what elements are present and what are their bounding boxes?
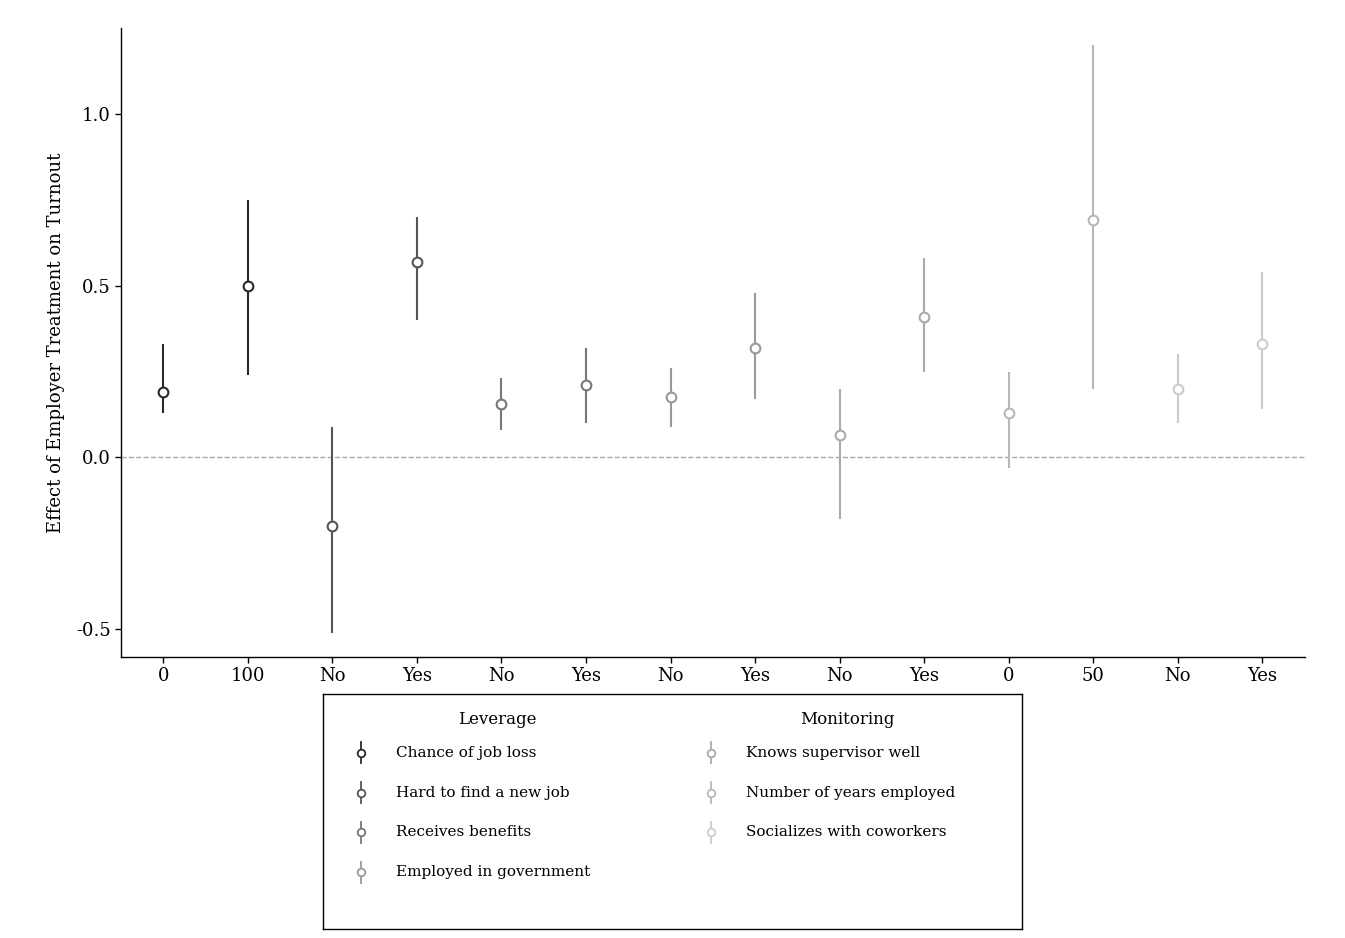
Text: Number of years employed: Number of years employed [746,786,955,799]
Text: Leverage: Leverage [459,711,537,728]
Text: Hard to find a new job: Hard to find a new job [397,786,570,799]
Y-axis label: Effect of Employer Treatment on Turnout: Effect of Employer Treatment on Turnout [47,152,65,533]
Text: Chance of job loss: Chance of job loss [397,746,537,760]
Text: Knows supervisor well: Knows supervisor well [746,746,920,760]
Text: Monitoring: Monitoring [800,711,894,728]
Text: Employed in government: Employed in government [397,866,590,879]
Text: Receives benefits: Receives benefits [397,825,531,840]
Text: Socializes with coworkers: Socializes with coworkers [746,825,947,840]
